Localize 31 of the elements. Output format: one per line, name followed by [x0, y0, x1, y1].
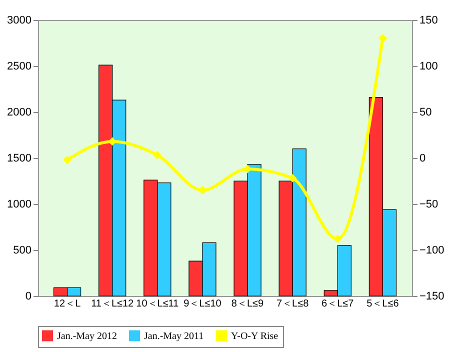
point — [63, 156, 72, 164]
y2-tick-label: −150 — [420, 290, 444, 302]
legend-label: Jan.-May 2011 — [144, 330, 204, 342]
legend-label: Y-O-Y Rise — [231, 330, 279, 342]
x-tick-label: 9＜L≤10 — [184, 298, 222, 310]
legend-label: Jan.-May 2012 — [57, 330, 117, 342]
y-tick-label: 0 — [25, 290, 32, 302]
y-tick-label: 2500 — [7, 60, 32, 72]
y-tick-label: 2000 — [7, 106, 32, 118]
y-tick-label: 1000 — [7, 198, 32, 210]
x-tick-label: 7＜L≤8 — [276, 298, 310, 310]
y2-tick-label: 100 — [420, 60, 438, 72]
x-tick-label: 10＜L≤11 — [136, 298, 180, 310]
y2-tick-label: −100 — [420, 244, 444, 256]
x-tick-label: 6＜L≤7 — [322, 298, 354, 310]
x-tick-label: 11＜L≤12 — [91, 298, 134, 310]
x-tick-label: 5＜L≤6 — [366, 298, 400, 310]
y-tick-label: 3000 — [7, 14, 32, 26]
x-tick-label: 8＜L≤9 — [231, 298, 264, 310]
x-tick-label: 12＜L — [54, 298, 82, 310]
point — [333, 234, 342, 244]
y-tick-label: 500 — [13, 244, 32, 256]
y2-tick-label: 50 — [420, 106, 432, 118]
y2-tick-label: 0 — [420, 152, 426, 164]
point — [288, 174, 297, 182]
y2-tick-label: −50 — [420, 198, 438, 210]
y-tick-label: 1500 — [7, 152, 32, 164]
point — [378, 34, 387, 43]
point — [198, 186, 207, 194]
point — [153, 151, 162, 160]
y2-tick-label: 150 — [420, 14, 438, 26]
